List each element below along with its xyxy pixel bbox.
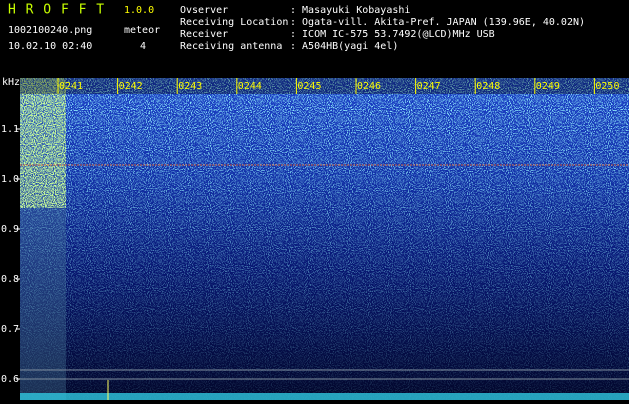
info-value: : A504HB(yagi 4el) (290, 41, 398, 52)
freq-tick-label: 1.0 (1, 174, 19, 185)
axis-unit: kHz (2, 77, 20, 88)
time-tick-label: 0244 (238, 81, 262, 92)
info-label: Receiving Location (180, 17, 288, 28)
time-tick-label: 0249 (536, 81, 560, 92)
meteor-label: meteor (124, 25, 160, 36)
app-version: 1.0.0 (124, 5, 154, 16)
time-tick-label: 0248 (476, 81, 500, 92)
freq-tick-label: 0.8 (1, 274, 19, 285)
datetime: 10.02.10 02:40 (8, 41, 92, 52)
freq-tick-label: 1.1 (1, 124, 19, 135)
time-tick-label: 0243 (178, 81, 202, 92)
time-tick-label: 0247 (417, 81, 441, 92)
time-tick-label: 0241 (59, 81, 83, 92)
time-tick-label: 0245 (297, 81, 321, 92)
info-value: : Ogata-vill. Akita-Pref. JAPAN (139.96E… (290, 17, 585, 28)
time-tick-label: 0250 (595, 81, 619, 92)
time-tick-label: 0242 (119, 81, 143, 92)
info-value: : ICOM IC-575 53.7492(@LCD)MHz USB (290, 29, 495, 40)
freq-tick-label: 0.9 (1, 224, 19, 235)
freq-tick-label: 0.7 (1, 324, 19, 335)
freq-tick-label: 0.6 (1, 374, 19, 385)
info-value: : Masayuki Kobayashi (290, 5, 410, 16)
app-name: H R O F F T (8, 3, 105, 18)
time-tick-label: 0246 (357, 81, 381, 92)
info-label: Ovserver (180, 5, 228, 16)
meteor-count: 4 (140, 41, 146, 52)
filename: 1002100240.png (8, 25, 92, 36)
info-label: Receiving antenna (180, 41, 282, 52)
info-label: Receiver (180, 29, 228, 40)
